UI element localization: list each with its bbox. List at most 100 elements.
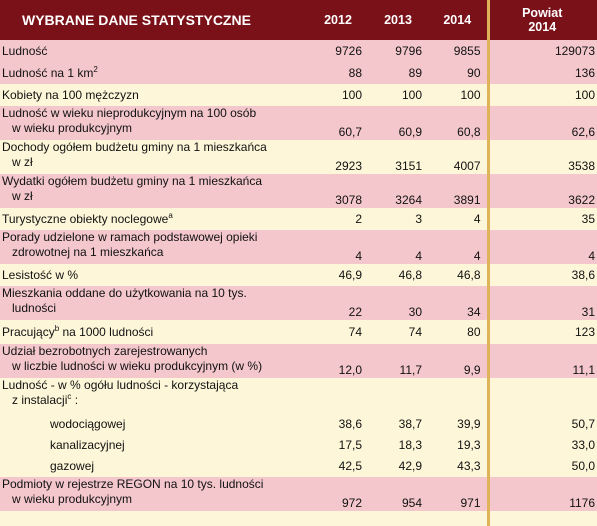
- row-label: Ludność - w % ogółu ludności - korzystaj…: [0, 378, 308, 414]
- row-label: Podmioty w rejestrze REGON na 10 tys. lu…: [0, 477, 308, 511]
- row-label: gazowej: [0, 456, 308, 477]
- table-row: wodociągowej 38,6 38,7 39,9 50,7: [0, 414, 597, 435]
- value-powiat: 50,0: [486, 456, 597, 477]
- statistics-table: WYBRANE DANE STATYSTYCZNE 2012 2013 2014…: [0, 0, 597, 511]
- value-2013: 100: [368, 84, 428, 106]
- value-2013: 3264: [368, 174, 428, 208]
- sub-label: wodociągowej: [50, 417, 126, 431]
- value-powiat: 3538: [486, 140, 597, 174]
- table-row: Kobiety na 100 mężczyzn 100 100 100 100: [0, 84, 597, 106]
- value-2012: 46,9: [308, 264, 368, 286]
- row-label: Turystyczne obiekty noclegowea: [0, 208, 308, 230]
- value-powiat: 3622: [486, 174, 597, 208]
- value-2012: 2923: [308, 140, 368, 174]
- label-line1: Ludność w wieku nieprodukcyjnym na 100 o…: [2, 106, 257, 120]
- label-line1: Ludność na 1 km: [2, 65, 94, 80]
- value-2013: 38,7: [368, 414, 428, 435]
- value-powiat: 100: [486, 84, 597, 106]
- row-label: Pracującyb na 1000 ludności: [0, 320, 308, 344]
- value-2014: 971: [428, 477, 487, 511]
- value-powiat: 129073: [486, 40, 597, 62]
- table-row: Turystyczne obiekty noclegowea 2 3 4 35: [0, 208, 597, 230]
- label-line2: z instalacjic :: [2, 393, 304, 408]
- row-label: Lesistość w %: [0, 264, 308, 286]
- value-2013: 30: [368, 286, 428, 320]
- year-2014-header: 2014: [428, 0, 487, 40]
- label-line1: Wydatki ogółem budżetu gminy na 1 mieszk…: [2, 174, 263, 188]
- value-2013: 18,3: [368, 435, 428, 456]
- table-row: Pracującyb na 1000 ludności 74 74 80 123: [0, 320, 597, 344]
- value-2014: [428, 378, 487, 414]
- value-2012: 22: [308, 286, 368, 320]
- row-label: Wydatki ogółem budżetu gminy na 1 mieszk…: [0, 174, 308, 208]
- table-row: Lesistość w % 46,9 46,8 46,8 38,6: [0, 264, 597, 286]
- label-line1: Mieszkania oddane do użytkowania na 10 t…: [2, 286, 247, 300]
- row-label: Dochody ogółem budżetu gminy na 1 mieszk…: [0, 140, 308, 174]
- value-powiat: 38,6: [486, 264, 597, 286]
- table-row: Ludność 9726 9796 9855 129073: [0, 40, 597, 62]
- table-row: kanalizacyjnej 17,5 18,3 19,3 33,0: [0, 435, 597, 456]
- header-row: WYBRANE DANE STATYSTYCZNE 2012 2013 2014…: [0, 0, 597, 40]
- row-label: Mieszkania oddane do użytkowania na 10 t…: [0, 286, 308, 320]
- superscript: 2: [93, 64, 98, 74]
- row-label: Kobiety na 100 mężczyzn: [0, 84, 308, 106]
- table-row: Ludność na 1 km2 88 89 90 136: [0, 62, 597, 84]
- label-line2-text: z instalacji: [12, 393, 68, 407]
- label-line1: Ludność - w % ogółu ludności - korzystaj…: [2, 378, 239, 392]
- row-label: Ludność na 1 km2: [0, 62, 308, 84]
- year-2012-header: 2012: [308, 0, 368, 40]
- label-line1: Porady udzielone w ramach podstawowej op…: [2, 230, 258, 244]
- value-2014: 34: [428, 286, 487, 320]
- superscript: a: [168, 210, 173, 220]
- value-2014: 60,8: [428, 106, 487, 140]
- value-2014: 4: [428, 208, 487, 230]
- value-2014: 3891: [428, 174, 487, 208]
- value-2012: 100: [308, 84, 368, 106]
- value-2014: 39,9: [428, 414, 487, 435]
- value-2012: 3078: [308, 174, 368, 208]
- value-2014: 9855: [428, 40, 487, 62]
- value-powiat: 35: [486, 208, 597, 230]
- row-label: Udział bezrobotnych zarejestrowanych w li…: [0, 344, 308, 378]
- label-line2: w zł: [12, 189, 33, 203]
- table-row: gazowej 42,5 42,9 43,3 50,0: [0, 456, 597, 477]
- value-2013: 954: [368, 477, 428, 511]
- column-divider: [487, 0, 490, 526]
- label-line1: Kobiety na 100 mężczyzn: [2, 87, 139, 102]
- table-row: Porady udzielone w ramach podstawowej op…: [0, 230, 597, 264]
- value-2012: 74: [308, 320, 368, 344]
- value-2012: 4: [308, 230, 368, 264]
- label-line1: Podmioty w rejestrze REGON na 10 tys. lu…: [2, 477, 264, 491]
- label-line2: ludności: [12, 301, 57, 315]
- table-row: Podmioty w rejestrze REGON na 10 tys. lu…: [0, 477, 597, 511]
- value-2012: [308, 378, 368, 414]
- table-title: WYBRANE DANE STATYSTYCZNE: [0, 0, 308, 40]
- value-2012: 60,7: [308, 106, 368, 140]
- table-row: Dochody ogółem budżetu gminy na 1 mieszk…: [0, 140, 597, 174]
- sub-label: kanalizacyjnej: [50, 438, 125, 452]
- value-powiat: 4: [486, 230, 597, 264]
- label-line2: w zł: [12, 155, 33, 169]
- value-2014: 90: [428, 62, 487, 84]
- value-powiat: 1176: [486, 477, 597, 511]
- label-line1: Turystyczne obiekty noclegowe: [2, 211, 169, 226]
- value-2013: 4: [368, 230, 428, 264]
- value-2012: 12,0: [308, 344, 368, 378]
- value-2013: 3151: [368, 140, 428, 174]
- powiat-header-line1: Powiat: [522, 6, 563, 20]
- row-label: kanalizacyjnej: [0, 435, 308, 456]
- powiat-header-line2: 2014: [528, 20, 557, 34]
- label-line2: zdrowotnej na 1 mieszkańca: [12, 245, 164, 259]
- value-2013: 11,7: [368, 344, 428, 378]
- value-2012: 42,5: [308, 456, 368, 477]
- value-2012: 9726: [308, 40, 368, 62]
- value-powiat: [486, 378, 597, 414]
- value-2014: 4007: [428, 140, 487, 174]
- value-2014: 46,8: [428, 264, 487, 286]
- value-2012: 38,6: [308, 414, 368, 435]
- table-row: Ludność - w % ogółu ludności - korzystaj…: [0, 378, 597, 414]
- label-line2: w liczbie ludności w wieku produkcyjnym …: [12, 359, 263, 373]
- label-line1: Pracujący: [2, 324, 55, 339]
- table-row: Udział bezrobotnych zarejestrowanych w li…: [0, 344, 597, 378]
- value-powiat: 123: [486, 320, 597, 344]
